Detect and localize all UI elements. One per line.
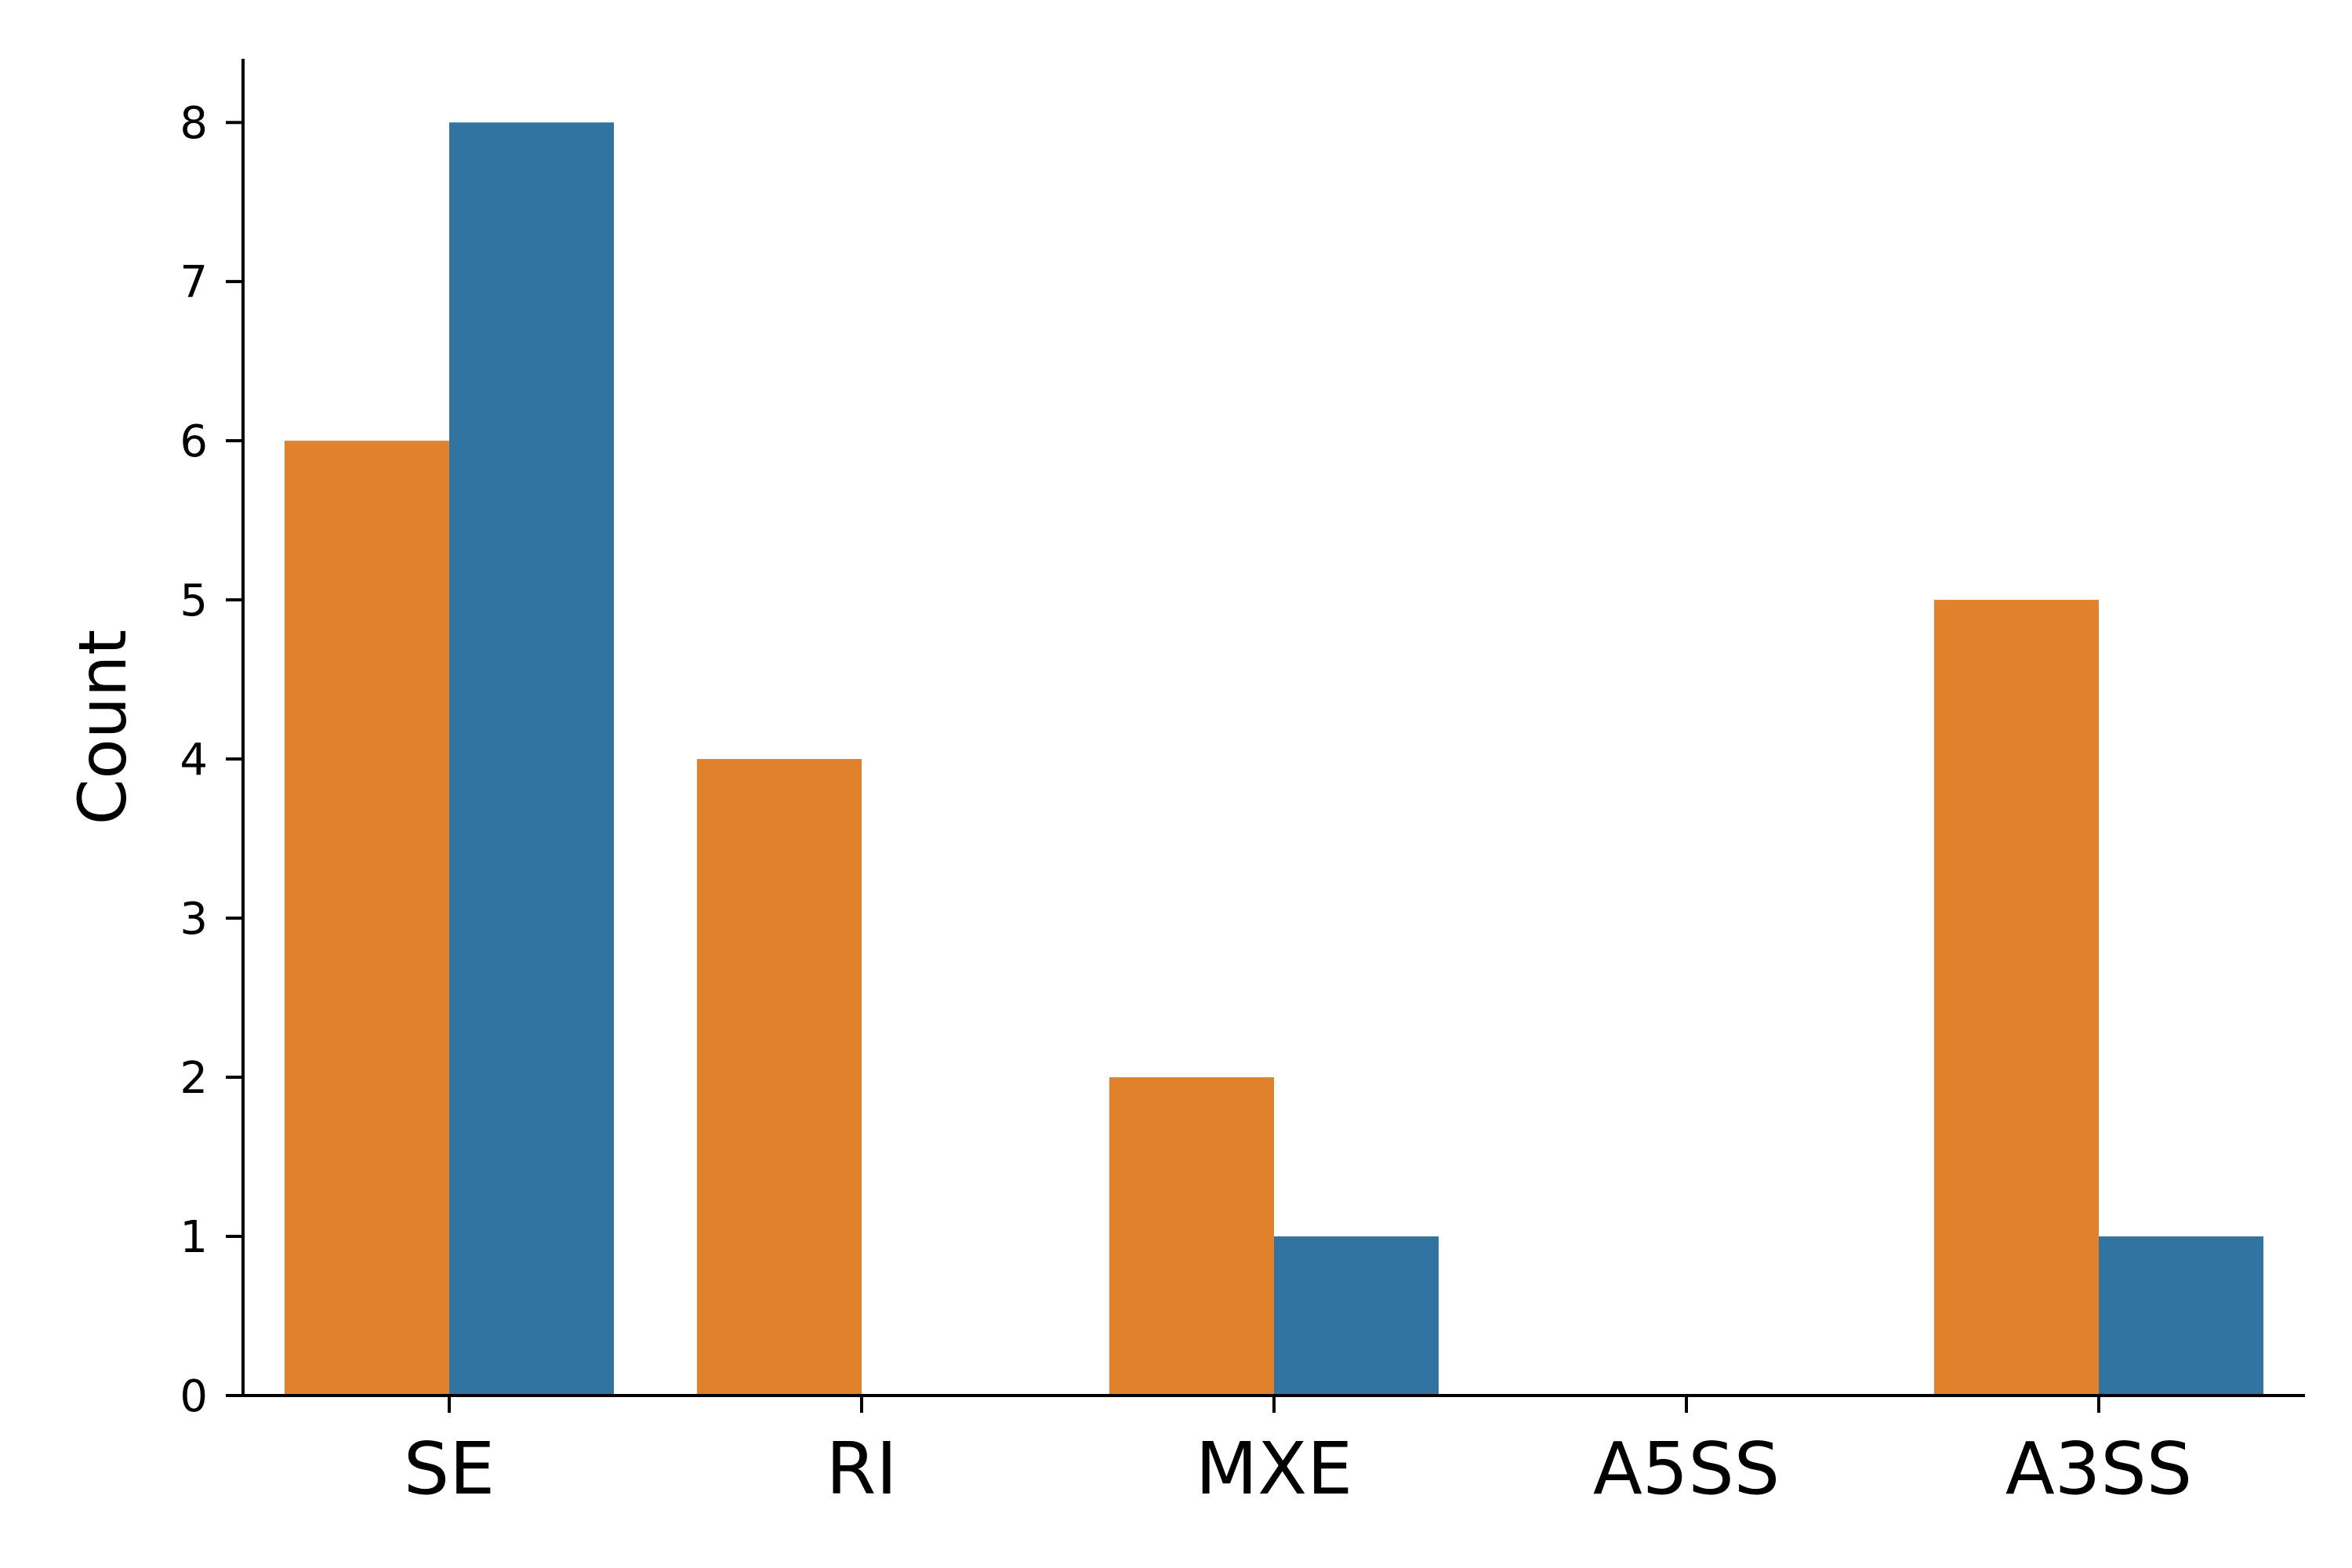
bar-a3ss-series-2 (2099, 1236, 2263, 1396)
y-tick-label: 8 (180, 98, 208, 149)
x-tick-label: RI (826, 1427, 897, 1511)
y-axis-title: Count (64, 630, 141, 825)
y-tick-label: 6 (180, 416, 208, 467)
bar-se-series-1 (285, 441, 449, 1396)
x-tick-label: MXE (1196, 1427, 1353, 1511)
x-tick-label: A3SS (2005, 1427, 2192, 1511)
bar-mxe-series-1 (1109, 1077, 1274, 1396)
x-tick-label: SE (404, 1427, 495, 1511)
bar-a3ss-series-1 (1934, 600, 2099, 1396)
bar-ri-series-1 (697, 759, 862, 1396)
y-tick-label: 2 (180, 1053, 208, 1104)
bars-layer (285, 122, 2263, 1396)
y-tick-label: 3 (180, 894, 208, 945)
x-tick-label: A5SS (1593, 1427, 1780, 1511)
y-tick-label: 4 (180, 735, 208, 786)
bar-se-series-2 (449, 122, 614, 1396)
y-tick-label: 0 (180, 1371, 208, 1422)
y-tick-label: 1 (180, 1212, 208, 1263)
y-tick-label: 7 (180, 257, 208, 308)
x-axis-ticks: SE RI MXE A5SS A3SS (404, 1396, 2192, 1511)
y-axis-ticks: 0 1 2 3 4 5 6 7 8 (180, 98, 243, 1422)
bar-mxe-series-2 (1274, 1236, 1439, 1396)
y-tick-label: 5 (180, 575, 208, 626)
